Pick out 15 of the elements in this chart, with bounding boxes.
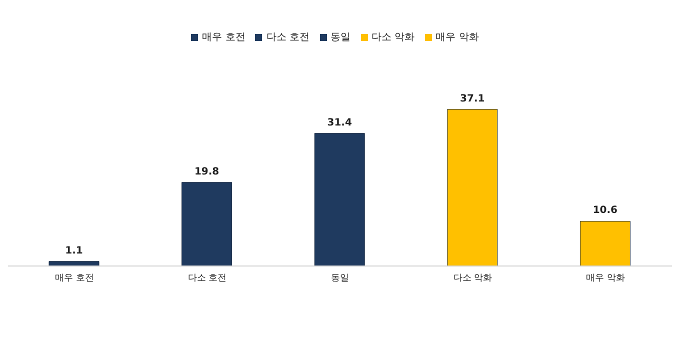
data-label: 31.4 xyxy=(327,117,352,128)
x-tick-label: 매우 악화 xyxy=(586,273,626,284)
x-tick-label: 동일 xyxy=(331,273,349,284)
legend-label: 다소 악화 xyxy=(372,32,415,43)
data-label: 10.6 xyxy=(592,205,618,216)
x-tick-label: 매우 호전 xyxy=(54,273,94,284)
data-label: 1.1 xyxy=(65,245,83,256)
x-tick-label: 다소 호전 xyxy=(188,273,227,284)
data-label: 19.8 xyxy=(194,166,220,178)
legend-label: 매우 호전 xyxy=(202,32,246,43)
data-label: 37.1 xyxy=(460,93,485,104)
legend-label: 동일 xyxy=(330,32,350,43)
legend-label: 매우 악화 xyxy=(436,32,479,43)
x-tick-label: 다소 악화 xyxy=(453,273,492,284)
legend-label: 다소 호전 xyxy=(266,32,310,43)
